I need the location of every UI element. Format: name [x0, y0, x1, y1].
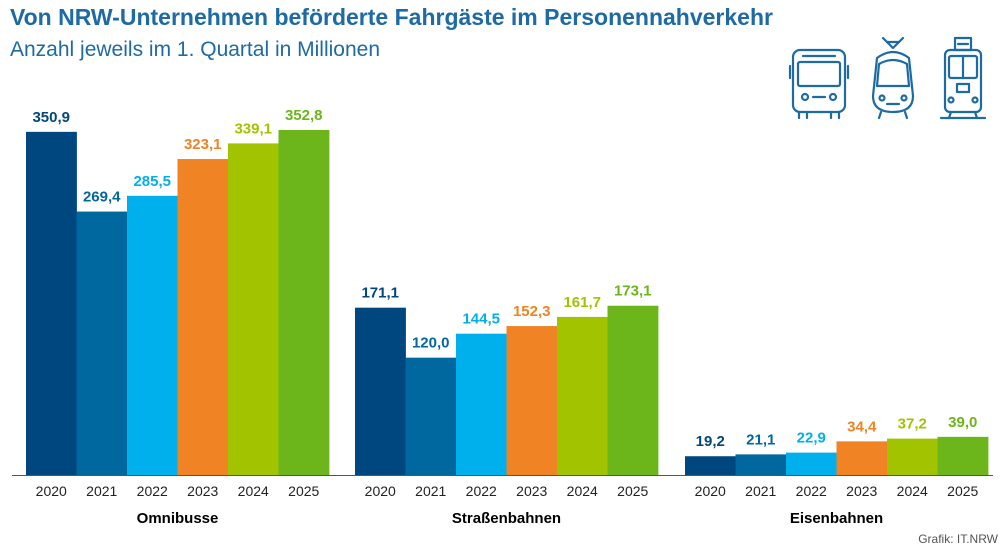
category-label: Omnibusse	[137, 510, 219, 527]
value-label: 350,9	[32, 109, 70, 126]
bus-icon	[788, 48, 850, 120]
bar-eisenbahnen-2024	[887, 438, 938, 475]
bar-omnibusse-2022	[127, 195, 178, 475]
bar-straßenbahnen-2021	[405, 357, 457, 475]
category-label: Eisenbahnen	[790, 510, 883, 527]
category-label: Straßenbahnen	[452, 510, 561, 527]
source-credit: Grafik: IT.NRW	[918, 532, 998, 546]
year-tick-label: 2020	[695, 483, 726, 499]
value-label: 161,7	[563, 294, 601, 311]
bar-straßenbahnen-2020	[355, 307, 406, 475]
value-label: 269,4	[83, 189, 121, 206]
tram-icon	[871, 36, 915, 120]
value-label: 39,0	[948, 414, 977, 431]
value-label: 171,1	[361, 285, 399, 302]
bar-eisenbahnen-2022	[786, 452, 837, 475]
year-tick-label: 2025	[617, 483, 648, 499]
year-tick-label: 2023	[846, 483, 877, 499]
year-tick-label: 2021	[745, 483, 776, 499]
chart-title: Von NRW-Unternehmen beförderte Fahrgäste…	[10, 4, 773, 30]
bar-straßenbahnen-2024	[557, 316, 608, 475]
year-tick-label: 2022	[466, 483, 497, 499]
chart-subtitle: Anzahl jeweils im 1. Quartal in Millione…	[10, 38, 380, 61]
year-tick-label: 2024	[238, 483, 269, 499]
year-tick-label: 2023	[187, 483, 218, 499]
train-icon	[939, 36, 987, 120]
year-tick-label: 2020	[36, 483, 67, 499]
year-tick-label: 2024	[897, 483, 928, 499]
value-label: 22,9	[797, 430, 826, 447]
value-label: 37,2	[898, 416, 927, 433]
value-label: 285,5	[133, 173, 171, 190]
bar-omnibusse-2020	[26, 131, 77, 476]
value-label: 21,1	[746, 431, 775, 448]
bar-eisenbahnen-2023	[836, 441, 888, 475]
year-tick-label: 2025	[947, 483, 978, 499]
value-label: 19,2	[696, 433, 725, 450]
bar-straßenbahnen-2022	[456, 333, 507, 475]
value-label: 323,1	[184, 136, 222, 153]
vehicle-icons	[788, 36, 987, 120]
bar-straßenbahnen-2025	[607, 305, 659, 475]
bar-omnibusse-2023	[177, 159, 229, 475]
year-tick-label: 2022	[137, 483, 168, 499]
bar-straßenbahnen-2023	[506, 326, 558, 475]
year-tick-label: 2023	[516, 483, 547, 499]
value-label: 352,8	[285, 107, 323, 124]
bar-eisenbahnen-2025	[937, 436, 989, 475]
bar-eisenbahnen-2020	[685, 456, 736, 475]
value-label: 34,4	[847, 418, 877, 435]
bar-omnibusse-2024	[228, 143, 279, 476]
value-label: 173,1	[614, 283, 652, 300]
value-label: 339,1	[234, 120, 272, 137]
bar-omnibusse-2021	[76, 211, 128, 475]
value-label: 120,0	[412, 335, 450, 352]
year-tick-label: 2021	[415, 483, 446, 499]
year-tick-label: 2021	[86, 483, 117, 499]
bar-eisenbahnen-2021	[735, 454, 787, 475]
year-tick-label: 2022	[796, 483, 827, 499]
year-tick-label: 2024	[567, 483, 598, 499]
bar-omnibusse-2025	[278, 130, 330, 475]
year-tick-label: 2020	[365, 483, 396, 499]
value-label: 144,5	[462, 311, 500, 328]
value-label: 152,3	[513, 303, 551, 320]
year-tick-label: 2025	[288, 483, 319, 499]
